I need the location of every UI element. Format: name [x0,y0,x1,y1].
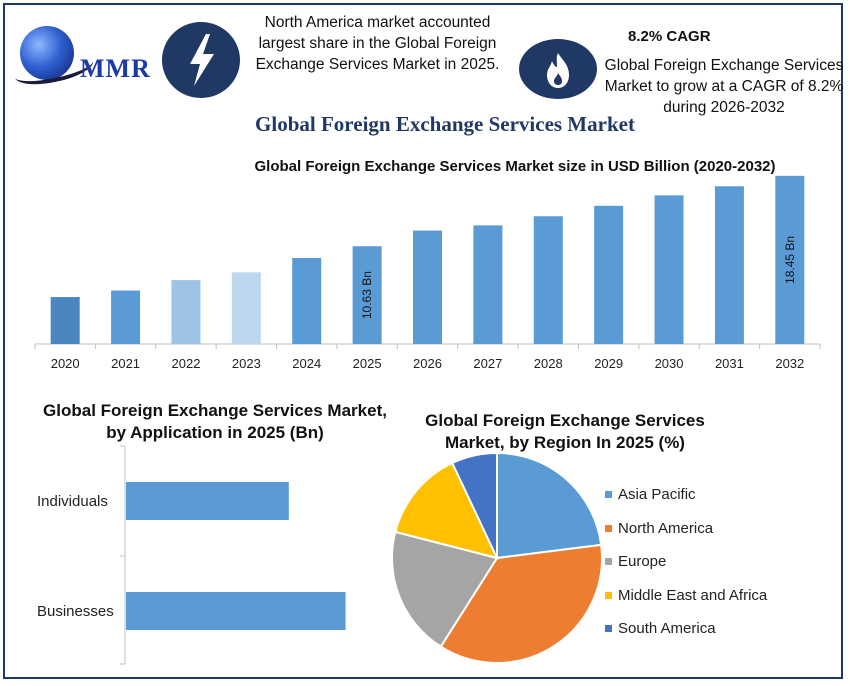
legend-swatch [605,591,612,599]
bar-2030 [654,195,684,344]
bar-2021 [111,290,141,344]
region-chart-title: Global Foreign Exchange Services Market,… [425,411,705,452]
bar-2020 [50,297,80,344]
bar-businesses [126,592,346,630]
bar-2028 [533,216,563,344]
bar-2032 [775,175,805,344]
slice-asia-pacific [496,451,603,560]
x-tick-label: 2029 [594,356,623,371]
application-bar-chart: Individuals Businesses [37,445,346,665]
legend-item: Asia Pacific [605,478,767,512]
legend-item: South America [605,612,767,646]
cagr-title: 8.2% CAGR [628,28,711,45]
data-label: 10.63 Bn [360,271,374,319]
x-tick-label: 2026 [413,356,442,371]
legend-label: Europe [618,553,667,571]
cagr-text: Global Foreign Exchange Services Market … [604,57,844,116]
legend-swatch [605,491,612,499]
slice-north-america [439,543,603,664]
legend-swatch [605,625,612,633]
lightning-bolt-icon [162,22,240,98]
bar-2023 [231,272,261,344]
x-tick-label: 2021 [111,356,140,371]
x-tick-label: 2028 [534,356,563,371]
bar-2026 [413,230,442,344]
legend-item: Middle East and Africa [605,579,767,613]
legend-label: North America [618,519,714,537]
bar-2024 [292,257,322,344]
legend-swatch [605,524,612,532]
bar-2031 [714,186,744,344]
category-label: Individuals [37,493,108,510]
category-label: Businesses [37,603,114,620]
slice-middle-east-and-africa [394,461,499,560]
main-title: Global Foreign Exchange Services Market [255,112,635,136]
x-tick-label: 2030 [655,356,684,371]
legend-item: Europe [605,545,767,579]
application-chart-title: Global Foreign Exchange Services Market,… [43,401,387,442]
legend-swatch [605,558,612,566]
bar-2022 [171,280,201,344]
x-tick-label: 2023 [232,356,261,371]
globe-icon [20,26,74,80]
x-tick-label: 2031 [715,356,744,371]
region-legend: Asia Pacific North America Europe Middle Ea… [605,478,767,646]
bar-individuals [126,482,289,520]
market-size-chart-title: Global Foreign Exchange Services Market … [254,158,776,175]
x-tick-label: 2022 [172,356,201,371]
flame-icon [519,39,597,99]
bar-2029 [594,205,624,344]
slice-europe [391,530,499,649]
x-tick-label: 2024 [292,356,321,371]
data-label: 18.45 Bn [783,236,797,284]
x-tick-label: 2020 [51,356,80,371]
north-america-share-text: North America market accounted largest s… [255,14,500,73]
logo-text: MMR [80,54,151,83]
bar-2027 [473,225,503,344]
mmr-logo: MMR [12,20,159,91]
legend-item: North America [605,512,767,546]
x-tick-label: 2032 [775,356,804,371]
market-size-bar-chart: 2020 2021 2022 2023 2024 2025 10.63 Bn 2026 2027… [34,175,821,371]
x-tick-label: 2027 [473,356,502,371]
legend-label: Asia Pacific [618,486,696,504]
legend-label: South America [618,620,716,638]
x-tick-label: 2025 [353,356,382,371]
legend-label: Middle East and Africa [618,586,768,604]
slice-south-america [450,451,498,559]
bar-2025 [352,246,382,344]
